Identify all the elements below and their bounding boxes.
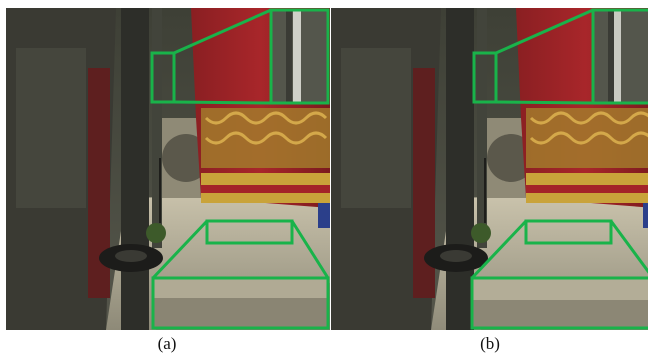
caption-b: (b) (480, 334, 500, 353)
zoom-highlight-top (472, 8, 648, 105)
render-panel-b (331, 8, 648, 330)
render-panel-a (6, 8, 330, 330)
zoom-highlight-bottom (470, 219, 648, 330)
caption-a: (a) (157, 334, 177, 353)
scene-image-a (6, 8, 330, 330)
zoom-highlight-top (150, 8, 330, 105)
scene-image-b (331, 8, 648, 330)
zoom-highlight-bottom (151, 219, 330, 330)
